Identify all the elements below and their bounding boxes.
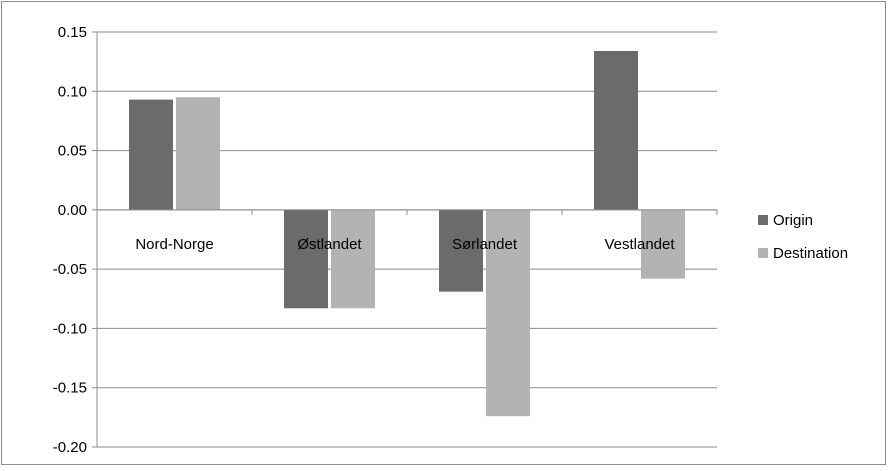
bar-origin-2 <box>439 209 483 292</box>
y-tick-label: -0.05 <box>53 261 87 278</box>
y-tick-label: 0.05 <box>58 143 87 160</box>
y-tick-label: -0.20 <box>53 439 87 456</box>
legend-swatch-destination <box>758 248 768 258</box>
x-tick-label: Sørlandet <box>452 236 518 253</box>
y-tick-label: 0.10 <box>58 83 87 100</box>
bar-destination-2 <box>486 209 530 417</box>
y-tick-label: -0.15 <box>53 380 87 397</box>
legend-label-origin: Origin <box>773 212 813 229</box>
x-tick-label: Vestlandet <box>604 236 675 253</box>
y-tick-labels: 0.15 0.10 0.05 0.00 -0.05 -0.10 -0.15 -0.20 <box>53 24 87 456</box>
x-tick-labels: Nord-Norge Østlandet Sørlandet Vestlandet <box>135 236 675 253</box>
x-tick-label: Østlandet <box>297 236 362 253</box>
bar-origin-3 <box>594 50 638 210</box>
legend-label-destination: Destination <box>773 245 848 262</box>
bar-origin-1 <box>284 209 328 309</box>
legend-swatch-origin <box>758 215 768 225</box>
bar-destination-3 <box>641 209 685 279</box>
bar-destination-0 <box>176 97 220 210</box>
y-tick-label: 0.00 <box>58 202 87 219</box>
y-tick-label: 0.15 <box>58 24 87 41</box>
x-tick-label: Nord-Norge <box>135 236 213 253</box>
legend: Origin Destination <box>758 212 848 262</box>
bar-origin-0 <box>129 99 173 210</box>
bars <box>129 50 685 417</box>
bar-destination-1 <box>331 209 375 309</box>
axes <box>92 31 718 448</box>
y-tick-label: -0.10 <box>53 320 87 337</box>
